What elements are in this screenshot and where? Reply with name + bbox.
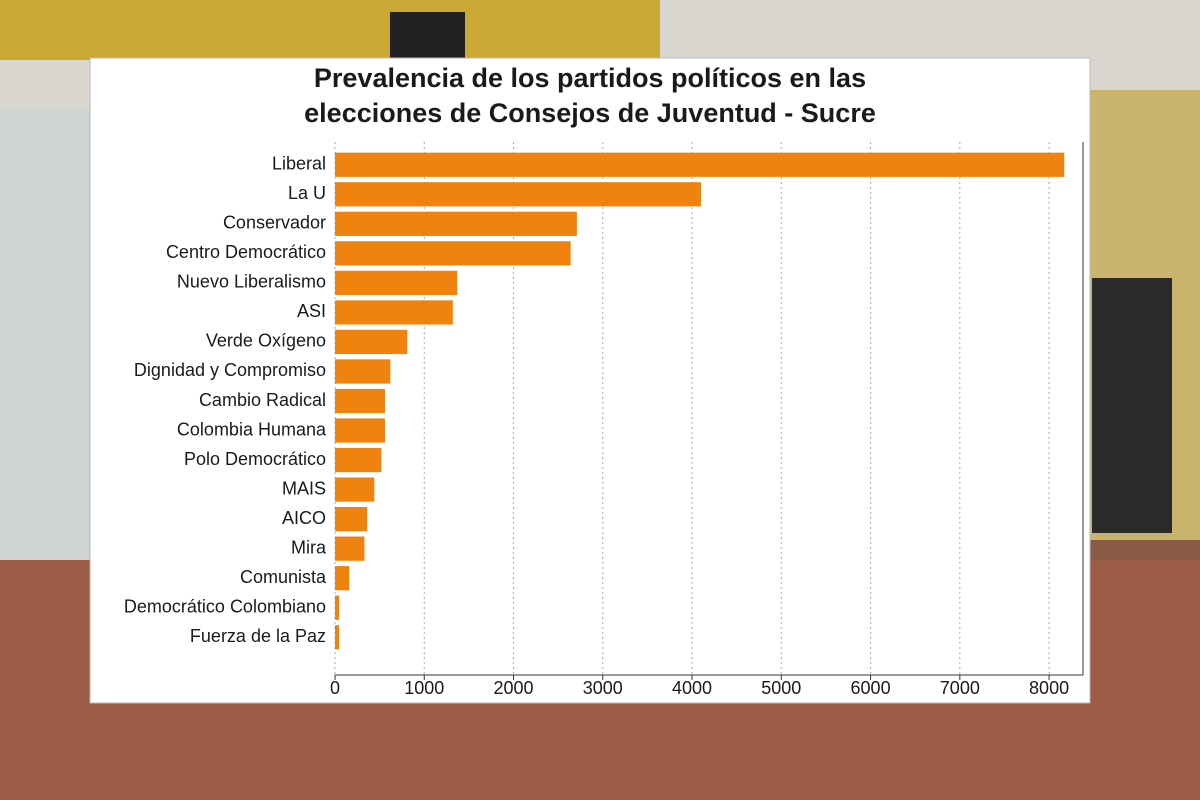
bar <box>335 388 385 414</box>
wall-yellow <box>0 0 660 60</box>
x-tick-label: 0 <box>330 678 340 698</box>
bar <box>335 270 458 295</box>
x-tick-label: 6000 <box>851 678 891 698</box>
y-tick-label: Democrático Colombiano <box>124 596 326 616</box>
bar <box>335 182 701 207</box>
door <box>1092 278 1172 533</box>
x-tick-label: 1000 <box>404 678 444 698</box>
y-tick-label: La U <box>288 183 326 203</box>
y-tick-label: Dignidad y Compromiso <box>134 360 326 380</box>
window <box>0 110 90 580</box>
chart: Prevalencia de los partidos políticos en… <box>124 63 1084 698</box>
y-tick-label: Liberal <box>272 154 326 174</box>
bar <box>335 595 340 620</box>
y-tick-label: MAIS <box>282 478 326 498</box>
x-tick-label: 2000 <box>493 678 533 698</box>
bar <box>335 566 350 591</box>
bar <box>335 329 408 355</box>
x-tick-label: 3000 <box>583 678 623 698</box>
bar <box>335 211 577 236</box>
y-tick-label: AICO <box>282 508 326 528</box>
bar <box>335 241 571 266</box>
y-tick-label: Colombia Humana <box>177 419 327 439</box>
bar <box>335 536 365 561</box>
bar <box>335 359 391 384</box>
x-tick-label: 4000 <box>672 678 712 698</box>
y-tick-label: Polo Democrático <box>184 449 326 469</box>
bar <box>335 300 453 325</box>
y-tick-label: Fuerza de la Paz <box>190 626 326 646</box>
chart-title: Prevalencia de los partidos políticos en… <box>314 63 866 93</box>
y-tick-label: Verde Oxígeno <box>206 331 326 351</box>
x-tick-label: 7000 <box>940 678 980 698</box>
bar <box>335 152 1065 177</box>
y-tick-label: Mira <box>291 537 327 557</box>
x-tick-label: 8000 <box>1029 678 1069 698</box>
y-tick-label: Nuevo Liberalismo <box>177 272 326 292</box>
bar <box>335 477 375 502</box>
y-tick-label: ASI <box>297 301 326 321</box>
bar <box>335 507 368 532</box>
chart-title: elecciones de Consejos de Juventud - Suc… <box>304 98 876 128</box>
speaker <box>390 12 465 60</box>
bar <box>335 447 382 473</box>
y-tick-label: Cambio Radical <box>199 390 326 410</box>
bar <box>335 418 385 443</box>
bar <box>335 625 340 650</box>
x-tick-label: 5000 <box>761 678 801 698</box>
y-tick-label: Comunista <box>240 567 327 587</box>
y-tick-label: Conservador <box>223 213 326 233</box>
y-tick-label: Centro Democrático <box>166 242 326 262</box>
